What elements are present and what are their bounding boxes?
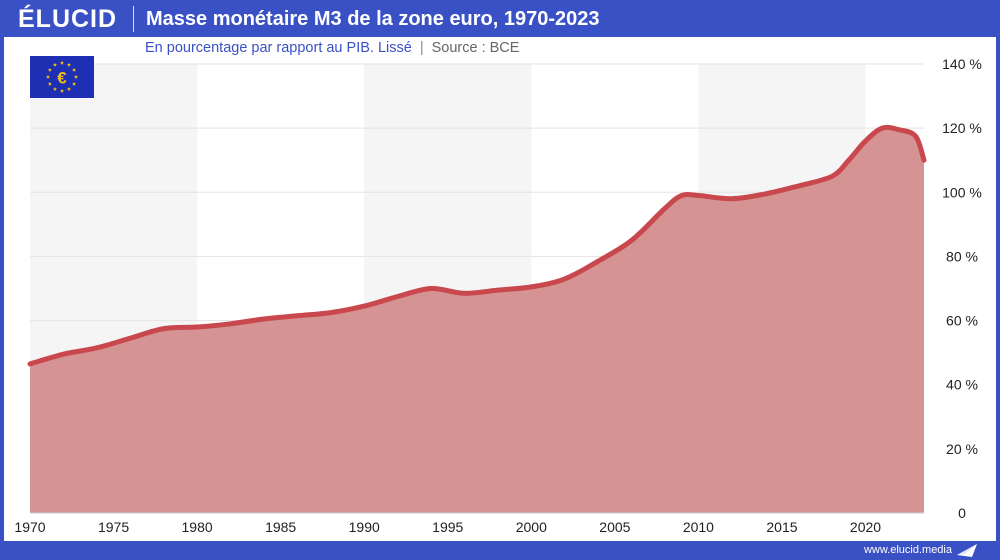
x-tick-label: 2010 xyxy=(683,519,714,535)
flag-star-icon xyxy=(66,62,72,67)
y-tick-label: 80 % xyxy=(946,248,978,264)
flag-star-icon xyxy=(47,67,52,72)
chart-subtitle: En pourcentage par rapport au PIB. Lissé… xyxy=(145,39,519,57)
flag-star-icon xyxy=(45,74,51,79)
x-tick-label: 1975 xyxy=(98,519,129,535)
x-tick-label: 2020 xyxy=(850,519,881,535)
series-line xyxy=(27,124,927,367)
x-tick-label: 2005 xyxy=(599,519,630,535)
flag-star-icon xyxy=(52,62,58,67)
y-tick-label: 40 % xyxy=(946,377,978,393)
paper-plane-icon xyxy=(957,544,977,557)
elucid-logo[interactable]: ÉLUCID xyxy=(18,5,118,33)
subtitle-text: En pourcentage par rapport au PIB. Lissé xyxy=(145,40,412,56)
y-tick-label: 120 % xyxy=(942,120,982,136)
flag-star-icon xyxy=(73,74,79,79)
subtitle-separator: | xyxy=(419,40,424,56)
x-tick-labels: 1970 1975 1980 1985 1990 1995 2000 2005 2010 2015… xyxy=(14,519,881,535)
footer-url[interactable]: www.elucid.media xyxy=(863,544,952,556)
x-tick-label: 1990 xyxy=(349,519,380,535)
y-tick-labels: 0 20 % 40 % 60 % 80 % 100 % 120 % 140 % xyxy=(942,56,982,521)
y-tick-label: 60 % xyxy=(946,313,978,329)
y-tick-label: 20 % xyxy=(946,441,978,457)
series-area xyxy=(30,127,924,513)
eu-flag-euro-icon: € xyxy=(30,56,94,98)
chart-title: Masse monétaire M3 de la zone euro, 1970… xyxy=(146,8,600,30)
flag-star-icon xyxy=(47,81,52,86)
x-tick-label: 1995 xyxy=(432,519,463,535)
flag-star-icon xyxy=(59,88,65,93)
flag-star-icon xyxy=(72,67,77,72)
x-tick-label: 1970 xyxy=(14,519,45,535)
euro-symbol-icon: € xyxy=(57,69,67,88)
flag-stars xyxy=(45,60,79,93)
flag-star-icon xyxy=(59,60,65,65)
x-tick-label: 2015 xyxy=(766,519,797,535)
header-divider xyxy=(133,6,134,32)
source-text: Source : BCE xyxy=(431,40,520,56)
flag-star-icon xyxy=(72,81,77,86)
flag-star-icon xyxy=(52,86,58,91)
y-tick-label: 0 xyxy=(958,505,966,521)
y-tick-label: 140 % xyxy=(942,56,982,72)
x-tick-label: 2000 xyxy=(516,519,547,535)
flag-star-icon xyxy=(66,86,72,91)
x-tick-label: 1980 xyxy=(182,519,213,535)
x-tick-label: 1985 xyxy=(265,519,296,535)
header-bar: ÉLUCID Masse monétaire M3 de la zone eur… xyxy=(0,0,1000,37)
footer-bar: www.elucid.media xyxy=(0,541,1000,560)
y-tick-label: 100 % xyxy=(942,184,982,200)
